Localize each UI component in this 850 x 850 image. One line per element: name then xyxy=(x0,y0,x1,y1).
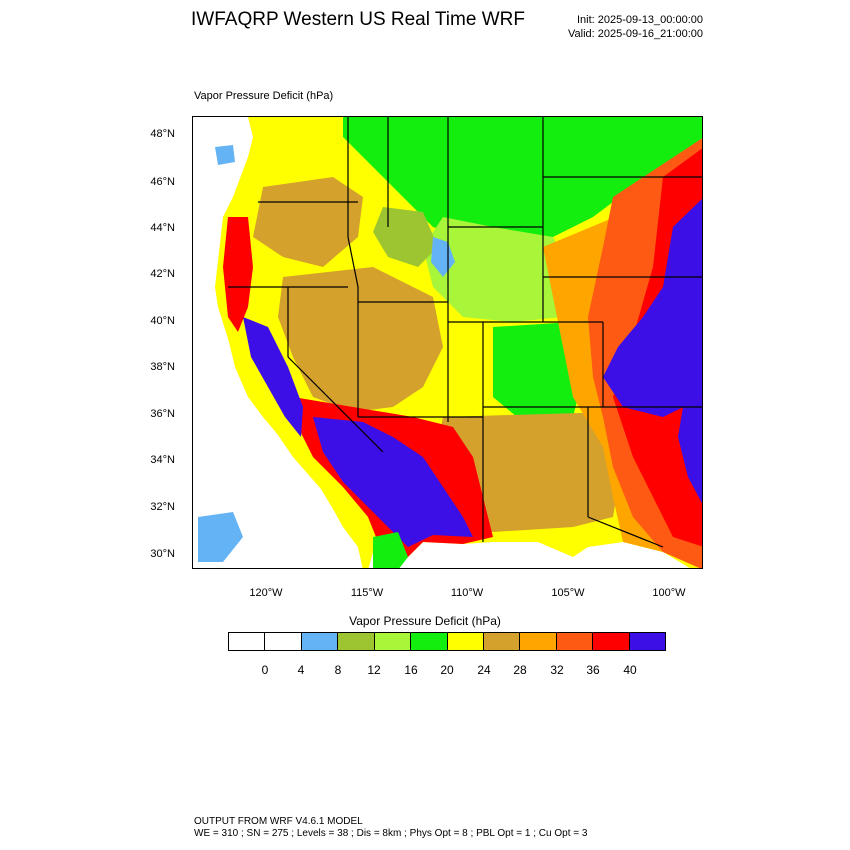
colorbar-box xyxy=(520,633,557,650)
offshore-cloud-ne xyxy=(215,145,235,165)
vpd-map xyxy=(192,116,703,569)
vpd-map-svg xyxy=(193,117,702,568)
colorbar-title: Vapor Pressure Deficit (hPa) xyxy=(349,614,501,628)
colorbar-box xyxy=(629,633,666,650)
lat-label: 30°N xyxy=(150,548,175,560)
lat-label: 40°N xyxy=(150,315,175,327)
plains-blue-south xyxy=(678,397,702,504)
colorbar-box xyxy=(556,633,594,650)
state-boundaries xyxy=(228,117,702,548)
colorbar-label: 20 xyxy=(440,663,454,677)
colorbar-box xyxy=(301,633,339,650)
lat-label: 34°N xyxy=(150,454,175,466)
baja-green xyxy=(373,532,408,568)
panel-title: Vapor Pressure Deficit (hPa) xyxy=(194,90,334,102)
colorado-mix xyxy=(493,322,583,422)
olive-patch-oregon xyxy=(253,177,363,267)
colorbar-box xyxy=(411,633,448,650)
north-green-band xyxy=(343,117,702,247)
lat-label: 42°N xyxy=(150,268,175,280)
lon-label: 100°W xyxy=(652,587,686,599)
colorbar-box xyxy=(229,633,266,650)
plains-blue xyxy=(603,198,702,417)
colorbar-box xyxy=(483,633,521,650)
colorbar-label: 24 xyxy=(477,663,491,677)
colorbar-box xyxy=(265,633,302,650)
colorbar-label: 36 xyxy=(586,663,600,677)
model-footer-line2: WE = 310 ; SN = 275 ; Levels = 38 ; Dis … xyxy=(194,828,588,839)
lat-label: 38°N xyxy=(150,361,175,373)
colorbar-box xyxy=(593,633,630,650)
lat-label: 48°N xyxy=(150,128,175,140)
lat-label: 32°N xyxy=(150,501,175,513)
colorbar-label: 12 xyxy=(367,663,381,677)
lat-label: 46°N xyxy=(150,176,175,188)
model-footer-line1: OUTPUT FROM WRF V4.6.1 MODEL xyxy=(194,816,363,827)
lon-label: 105°W xyxy=(551,587,585,599)
colorbar-label: 40 xyxy=(623,663,637,677)
colorbar-box xyxy=(447,633,484,650)
olive-patch-idaho xyxy=(373,207,438,267)
lon-label: 115°W xyxy=(350,587,384,599)
lat-label: 36°N xyxy=(150,408,175,420)
colorbar-label: 16 xyxy=(404,663,418,677)
colorbar xyxy=(228,632,666,651)
offshore-cloud-sw xyxy=(198,512,243,562)
main-title: IWFAQRP Western US Real Time WRF xyxy=(191,9,525,30)
colorbar-label: 32 xyxy=(550,663,564,677)
southwest-blue xyxy=(313,417,473,547)
colorbar-box xyxy=(338,633,375,650)
mountain-water-patch xyxy=(431,237,455,277)
lon-label: 120°W xyxy=(249,587,283,599)
wyoming-light-green xyxy=(423,217,573,322)
colorbar-label: 0 xyxy=(261,663,269,677)
init-time: Init: 2025-09-13_00:00:00 xyxy=(577,14,703,26)
colorbar-label: 28 xyxy=(513,663,527,677)
great-basin-tan xyxy=(278,267,443,412)
colorbar-label: 4 xyxy=(297,663,305,677)
valid-time: Valid: 2025-09-16_21:00:00 xyxy=(568,28,703,40)
lon-label: 110°W xyxy=(450,587,484,599)
colorbar-label: 8 xyxy=(334,663,342,677)
colorbar-box xyxy=(374,633,412,650)
lat-label: 44°N xyxy=(150,222,175,234)
california-coast-red xyxy=(223,217,253,332)
california-central-blue xyxy=(243,317,303,437)
